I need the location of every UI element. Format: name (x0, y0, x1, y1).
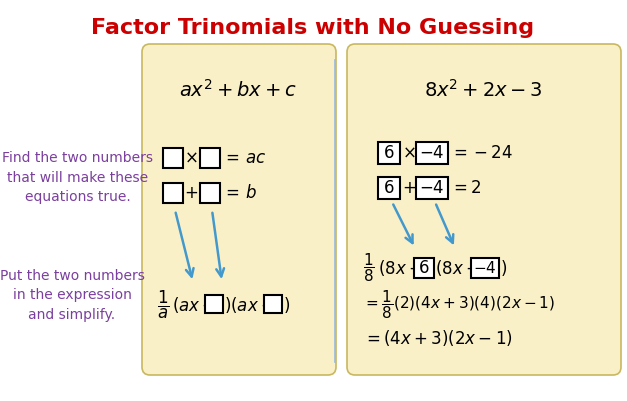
FancyBboxPatch shape (347, 44, 621, 375)
Text: $(8x+$: $(8x+$ (435, 258, 479, 278)
Text: $ax^2 + bx + c$: $ax^2 + bx + c$ (179, 79, 297, 101)
Text: $+$: $+$ (402, 179, 416, 197)
FancyBboxPatch shape (378, 177, 400, 199)
Text: $-4$: $-4$ (419, 144, 445, 162)
FancyBboxPatch shape (163, 148, 183, 168)
FancyBboxPatch shape (378, 142, 400, 164)
Text: Factor Trinomials with No Guessing: Factor Trinomials with No Guessing (92, 18, 535, 38)
Text: $8x^2 + 2x - 3$: $8x^2 + 2x - 3$ (424, 79, 542, 101)
Text: $)$: $)$ (283, 295, 290, 315)
FancyBboxPatch shape (200, 183, 220, 203)
FancyBboxPatch shape (163, 183, 183, 203)
FancyBboxPatch shape (264, 295, 282, 313)
FancyBboxPatch shape (142, 44, 336, 375)
FancyBboxPatch shape (205, 295, 223, 313)
Text: $\dfrac{1}{8}$: $\dfrac{1}{8}$ (363, 251, 375, 284)
Text: $\times$: $\times$ (184, 149, 198, 167)
Text: Put the two numbers
in the expression
and simplify.: Put the two numbers in the expression an… (0, 269, 144, 322)
FancyBboxPatch shape (471, 258, 499, 278)
Text: $=(4x+3)(2x-1)$: $=(4x+3)(2x-1)$ (363, 328, 513, 348)
Text: $)(ax+$: $)(ax+$ (224, 295, 275, 315)
Text: $= 2$: $= 2$ (450, 179, 482, 197)
Text: $6$: $6$ (383, 179, 395, 197)
Text: $-4$: $-4$ (419, 179, 445, 197)
Text: $(8x+$: $(8x+$ (378, 258, 422, 278)
Text: Find the two numbers
that will make these
equations true.: Find the two numbers that will make thes… (3, 152, 154, 205)
FancyBboxPatch shape (416, 142, 448, 164)
Text: $= -24$: $= -24$ (450, 144, 513, 162)
Text: $=\dfrac{1}{8}(2)(4x+3)(4)(2x-1)$: $=\dfrac{1}{8}(2)(4x+3)(4)(2x-1)$ (363, 289, 556, 321)
Text: $= \, ac$: $= \, ac$ (222, 149, 266, 167)
Text: $\dfrac{1}{a}$: $\dfrac{1}{a}$ (157, 289, 169, 321)
Text: $-4$: $-4$ (473, 260, 497, 276)
Text: $6$: $6$ (383, 144, 395, 162)
Text: $= \, b$: $= \, b$ (222, 184, 257, 202)
FancyBboxPatch shape (414, 258, 434, 278)
Text: $\times$: $\times$ (402, 144, 416, 162)
FancyBboxPatch shape (416, 177, 448, 199)
Text: $(ax+$: $(ax+$ (172, 295, 216, 315)
Text: $+$: $+$ (184, 184, 198, 202)
Text: $)$: $)$ (500, 258, 507, 278)
Text: $6$: $6$ (418, 259, 429, 277)
FancyBboxPatch shape (200, 148, 220, 168)
